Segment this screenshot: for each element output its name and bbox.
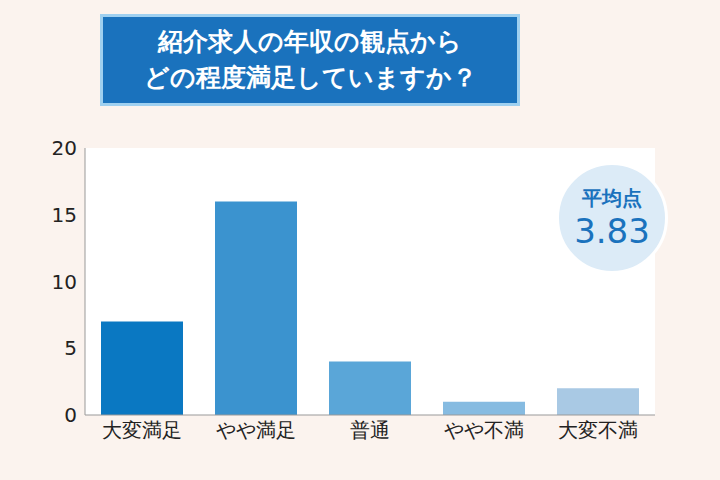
svg-text:20: 20	[52, 136, 77, 160]
svg-text:大変不満: 大変不満	[558, 418, 638, 442]
html-text:どの程度満足していますか？: どの程度満足していますか？	[143, 63, 477, 92]
html-text:3.83: 3.83	[574, 211, 650, 251]
svg-text:大変満足: 大変満足	[102, 418, 182, 442]
svg-text:15: 15	[52, 203, 77, 227]
html-text:紹介求人の年収の観点から: 紹介求人の年収の観点から	[158, 27, 462, 56]
svg-text:普通: 普通	[350, 418, 390, 442]
html-text:平均点: 平均点	[582, 186, 642, 210]
svg-text:0: 0	[64, 403, 77, 427]
svg-text:やや満足: やや満足	[216, 418, 296, 442]
svg-text:やや不満: やや不満	[444, 418, 524, 442]
svg-text:5: 5	[64, 336, 77, 360]
svg-text:10: 10	[52, 270, 77, 294]
